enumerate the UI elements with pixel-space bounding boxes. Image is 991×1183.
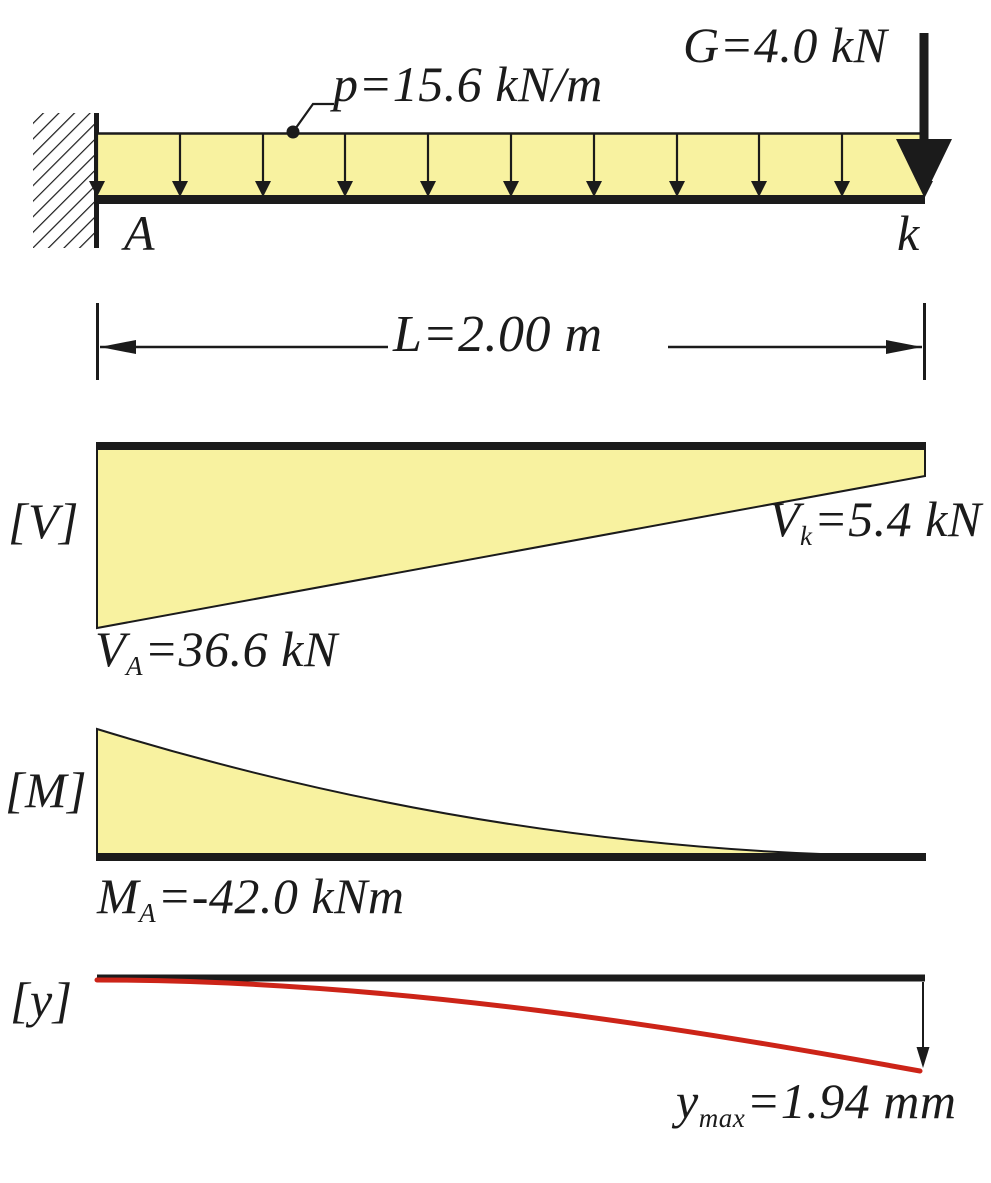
deflection-max-subscript: max — [698, 1102, 746, 1133]
deflection-max-number: =1.94 mm — [746, 1073, 957, 1129]
shear-k-value: =5.4 kN — [813, 491, 982, 547]
fixed-end-label: A — [124, 205, 156, 261]
dimension-line — [96, 303, 926, 380]
moment-area — [96, 727, 926, 857]
shear-A-value: =36.6 kN — [144, 621, 338, 677]
distributed-load-label: p=15.6 kN/m — [333, 56, 603, 112]
deflection-max-arrow — [916, 982, 930, 1068]
shear-A-symbol: V — [95, 621, 127, 677]
shear-k-subscript: k — [800, 520, 813, 551]
dimension-arrowhead-right — [886, 340, 922, 354]
moment-axis-label: [M] — [5, 762, 88, 818]
free-end-label: k — [897, 205, 920, 261]
moment-value-at-A: MA=-42.0 kNm — [97, 868, 405, 927]
wall-hatching — [33, 113, 95, 248]
moment-A-value: =-42.0 kNm — [157, 868, 405, 924]
shear-value-at-A: VA=36.6 kN — [95, 621, 338, 680]
leader-line — [292, 102, 334, 133]
dimension-arrowhead-left — [100, 340, 136, 354]
point-load-label: G=4.0 kN — [683, 17, 888, 73]
shear-k-symbol: V — [769, 491, 801, 547]
deflection-curve — [94, 977, 923, 1074]
shear-axis-label: [V] — [8, 493, 79, 549]
deflection-axis-label: [y] — [10, 972, 73, 1028]
moment-A-subscript: A — [139, 897, 157, 928]
length-dimension-label: L=2.00 m — [393, 306, 603, 363]
deflection-max-value: ymax=1.94 mm — [676, 1073, 957, 1132]
deflection-max-symbol: y — [676, 1073, 699, 1129]
shear-value-at-k: Vk=5.4 kN — [769, 491, 982, 550]
moment-A-symbol: M — [97, 868, 140, 924]
shear-A-subscript: A — [126, 650, 144, 681]
point-load-arrow — [896, 33, 952, 197]
